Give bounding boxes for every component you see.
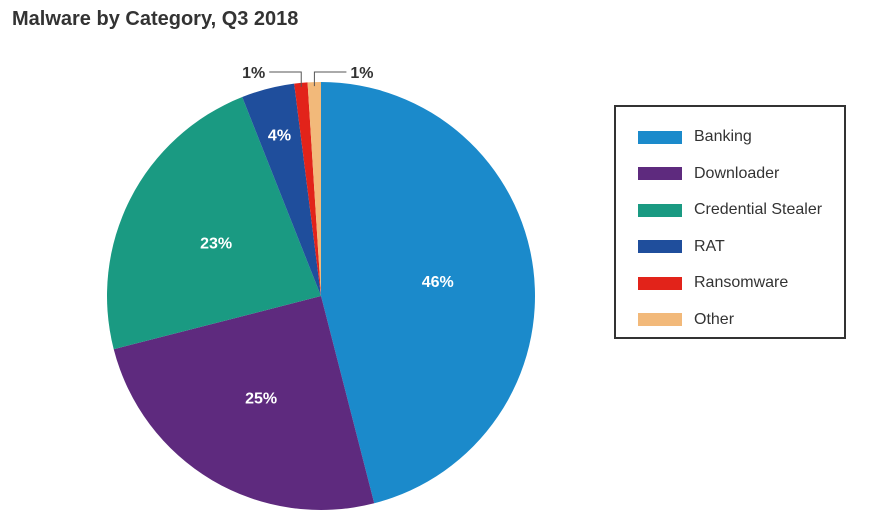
legend-swatch-other [638, 313, 682, 326]
slice-label-credential-stealer: 23% [200, 236, 232, 253]
legend-item-banking: Banking [638, 127, 752, 147]
chart-title: Malware by Category, Q3 2018 [12, 8, 299, 30]
slice-label-other: 1% [350, 65, 373, 82]
legend-item-downloader: Downloader [638, 164, 779, 184]
legend-swatch-ransomware [638, 276, 682, 290]
legend-item-credential-stealer: Credential Stealer [638, 200, 822, 220]
pie-slice-credential-stealer [106, 97, 321, 350]
pie-slice-ransomware [294, 82, 321, 297]
chart-legend: Banking Downloader Credential Stealer RAT Ra… [614, 105, 846, 339]
pie-slices [106, 82, 535, 510]
legend-item-other: Other [638, 310, 734, 330]
slice-label-banking: 46% [422, 274, 454, 291]
pie-slice-downloader [113, 296, 375, 510]
legend-label-ransomware: Ransomware [694, 274, 789, 291]
slice-label-downloader: 25% [245, 390, 277, 407]
legend-item-ransomware: Ransomware [638, 273, 788, 293]
slice-label-rat: 4% [268, 127, 291, 144]
legend-item-rat: RAT [638, 237, 725, 257]
legend-label-downloader: Downloader [694, 164, 780, 182]
pie-slice-banking [321, 82, 535, 504]
pie-slice-other [307, 82, 321, 296]
legend-swatch-downloader [638, 167, 682, 180]
legend-label-rat: RAT [694, 237, 725, 255]
legend-label-other: Other [694, 310, 735, 328]
pie-slice-rat [242, 83, 321, 296]
slice-label-ransomware: 1% [242, 65, 265, 82]
legend-swatch-rat [638, 240, 682, 253]
leader-lines [269, 71, 347, 87]
leader-line-other [313, 71, 347, 87]
slice-labels: 46% 25% 23% 4% 1% 1% [200, 65, 454, 407]
leader-line-ransomware [269, 71, 302, 87]
legend-label-credential-stealer: Credential Stealer [694, 201, 823, 218]
legend-swatch-credential-stealer [638, 203, 682, 217]
legend-swatch-banking [638, 130, 682, 144]
legend-label-banking: Banking [694, 128, 752, 145]
